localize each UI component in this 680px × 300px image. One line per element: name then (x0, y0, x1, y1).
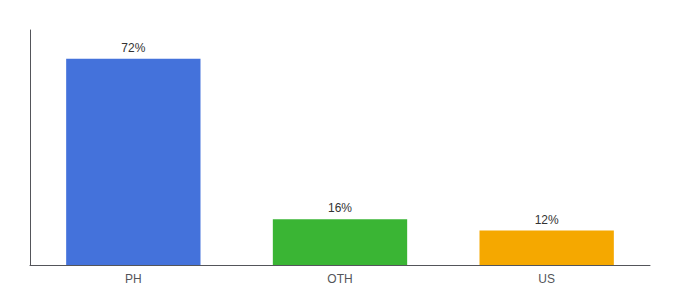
svg-text:72%: 72% (121, 41, 145, 55)
svg-text:12%: 12% (535, 213, 559, 227)
svg-text:16%: 16% (328, 201, 352, 215)
svg-text:OTH: OTH (327, 272, 352, 286)
svg-text:PH: PH (125, 272, 142, 286)
svg-text:US: US (538, 272, 555, 286)
